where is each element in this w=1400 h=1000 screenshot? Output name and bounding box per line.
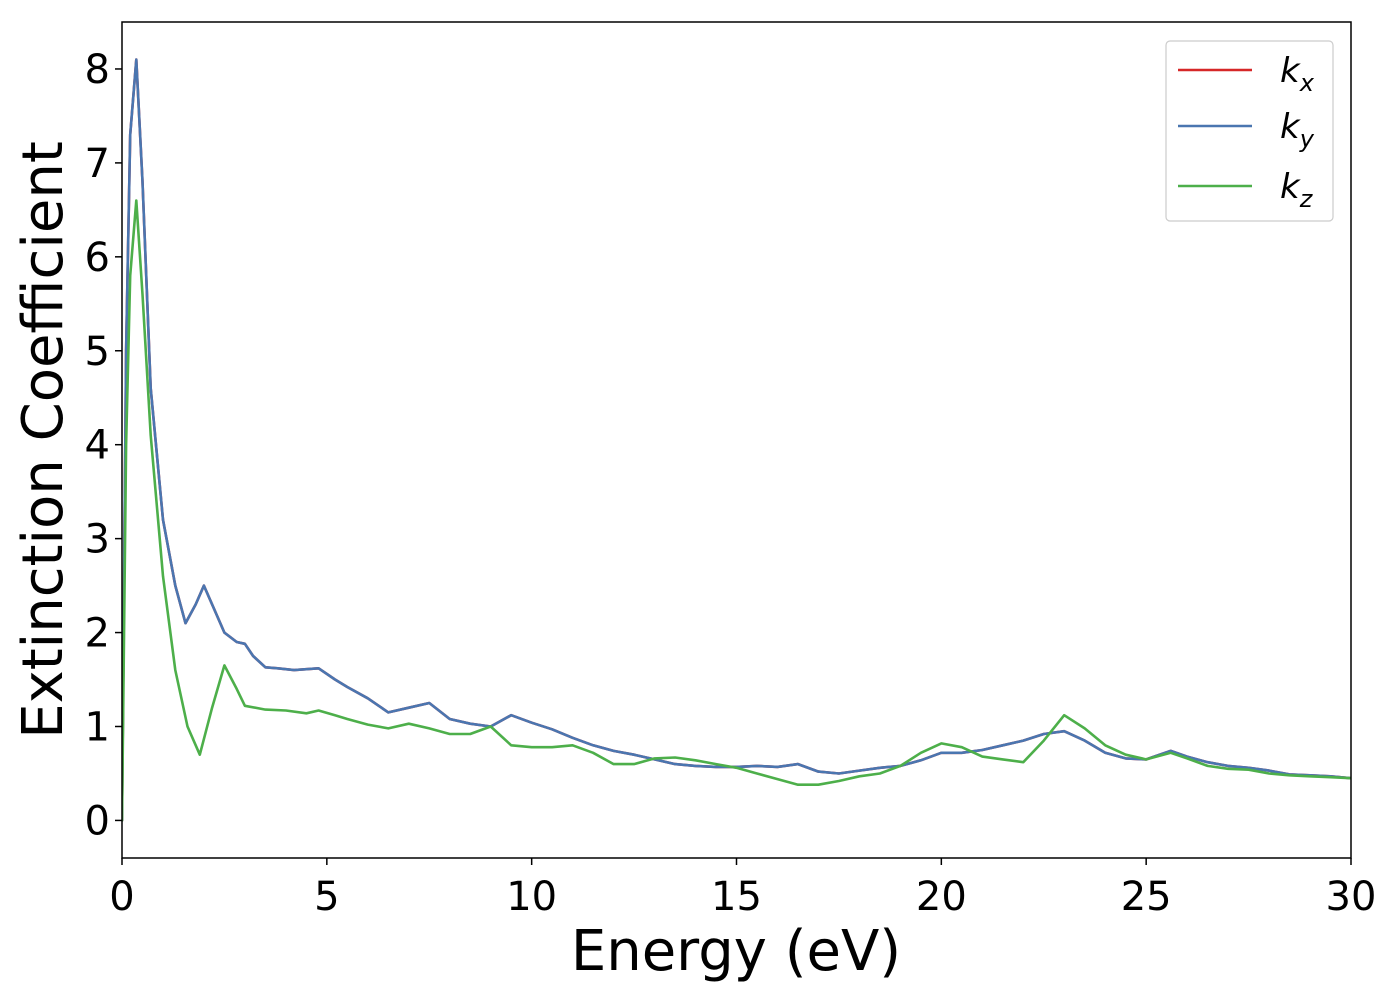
- x-axis-label: Energy (eV): [571, 919, 901, 984]
- y-axis-ticks: 0 1 2 3 4 5 6 7 8: [85, 47, 122, 844]
- x-tick-label: 15: [711, 874, 762, 920]
- x-tick-label: 25: [1121, 874, 1172, 920]
- x-tick-label: 10: [506, 874, 557, 920]
- y-tick-label: 7: [85, 141, 110, 187]
- y-tick-label: 2: [85, 611, 110, 657]
- y-tick-label: 4: [85, 423, 110, 469]
- legend-label-ky: ky: [1280, 107, 1315, 153]
- y-tick-label: 1: [85, 704, 110, 750]
- plot-area: [122, 58, 1351, 822]
- series-line-kz: [122, 199, 1351, 822]
- legend-label-kz: kz: [1280, 167, 1314, 213]
- y-tick-label: 5: [85, 329, 110, 375]
- legend-box: [1165, 40, 1334, 222]
- x-tick-label: 0: [109, 874, 134, 920]
- y-tick-label: 8: [85, 47, 110, 93]
- y-tick-label: 0: [85, 798, 110, 844]
- x-tick-label: 20: [916, 874, 967, 920]
- legend: kx ky kz: [1165, 40, 1334, 222]
- x-tick-label: 30: [1326, 874, 1377, 920]
- series-line-ky: [122, 58, 1351, 822]
- x-tick-label: 5: [314, 874, 339, 920]
- y-axis-label: Extinction Coefficient: [11, 141, 76, 739]
- y-tick-label: 6: [85, 235, 110, 281]
- y-tick-label: 3: [85, 517, 110, 563]
- x-axis-ticks: 0 5 10 15 20 25 30: [109, 858, 1376, 920]
- legend-label-kx: kx: [1280, 51, 1315, 97]
